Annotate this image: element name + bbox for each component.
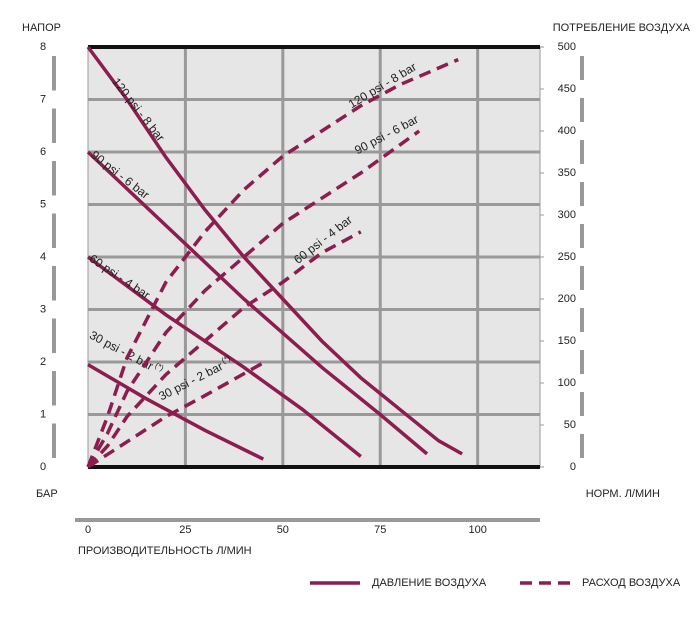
series-note: (*) bbox=[220, 353, 232, 365]
y2-axis-bar bbox=[580, 182, 584, 206]
series-line bbox=[87, 361, 265, 469]
series-note: (*) bbox=[154, 361, 166, 373]
y2-axis-bar bbox=[580, 56, 584, 80]
y-tick-label: 1 bbox=[40, 408, 46, 420]
series-line bbox=[86, 255, 362, 458]
x-tick-label: 0 bbox=[85, 524, 91, 536]
y2-tick-label: 350 bbox=[558, 167, 576, 179]
y2-axis-bar bbox=[580, 224, 584, 248]
y2-tick-label: 150 bbox=[558, 335, 576, 347]
y-tick-label: 8 bbox=[40, 41, 46, 53]
series-line bbox=[86, 57, 459, 468]
x-tick-label: 100 bbox=[468, 524, 486, 536]
y2-axis-bar bbox=[580, 308, 584, 332]
x-tick-label: 50 bbox=[277, 524, 289, 536]
y2-axis-bar bbox=[580, 350, 584, 374]
y2-tick-label: 50 bbox=[564, 419, 576, 431]
y2-tick-label: 0 bbox=[570, 461, 576, 473]
y2-unit: НОРМ. Л/МИН bbox=[586, 488, 660, 500]
x-tick-label: 75 bbox=[374, 524, 386, 536]
series-line bbox=[86, 230, 362, 469]
y-tick-label: 3 bbox=[40, 303, 46, 315]
y2-tick-label: 500 bbox=[558, 41, 576, 53]
y-axis-bar bbox=[52, 56, 56, 91]
y2-title: ПОТРЕБЛЕНИЕ ВОЗДУХА bbox=[553, 22, 691, 34]
legend-label: ДАВЛЕНИЕ ВОЗДУХА bbox=[372, 577, 487, 589]
x-axis-bar bbox=[75, 518, 540, 522]
y-tick-label: 2 bbox=[40, 356, 46, 368]
y-axis-bar bbox=[52, 371, 56, 406]
y-tick-label: 5 bbox=[40, 198, 46, 210]
y2-axis-bar bbox=[580, 266, 584, 290]
y-axis-bar bbox=[52, 318, 56, 353]
y-tick-label: 6 bbox=[40, 146, 46, 158]
y2-tick-label: 400 bbox=[558, 125, 576, 137]
y-tick-label: 7 bbox=[40, 93, 46, 105]
x-tick-label: 25 bbox=[179, 524, 191, 536]
y2-tick-label: 300 bbox=[558, 209, 576, 221]
y-tick-label: 4 bbox=[40, 251, 46, 263]
y2-axis-bar bbox=[580, 140, 584, 164]
y-axis-bar bbox=[52, 266, 56, 301]
y2-tick-label: 200 bbox=[558, 293, 576, 305]
series-line bbox=[86, 129, 421, 468]
y-title: НАПОР bbox=[22, 22, 61, 34]
series-line bbox=[86, 45, 463, 456]
y2-axis-bar bbox=[580, 98, 584, 122]
y-axis-bar bbox=[52, 161, 56, 196]
series-line bbox=[87, 363, 265, 461]
legend-label: РАСХОД ВОЗДУХА bbox=[582, 577, 681, 589]
series-line bbox=[86, 150, 429, 456]
y-tick-label: 0 bbox=[40, 461, 46, 473]
y-axis-bar bbox=[52, 213, 56, 248]
y2-tick-label: 250 bbox=[558, 251, 576, 263]
x-title: ПРОИЗВОДИТЕЛЬНОСТЬ Л/МИН bbox=[78, 545, 252, 557]
y2-tick-label: 450 bbox=[558, 83, 576, 95]
y2-axis-bar bbox=[580, 392, 584, 416]
y-axis-bar bbox=[52, 423, 56, 458]
y2-axis-bar bbox=[580, 434, 584, 458]
y-unit: БАР bbox=[36, 488, 58, 500]
y2-tick-label: 100 bbox=[558, 377, 576, 389]
y-axis-bar bbox=[52, 108, 56, 143]
